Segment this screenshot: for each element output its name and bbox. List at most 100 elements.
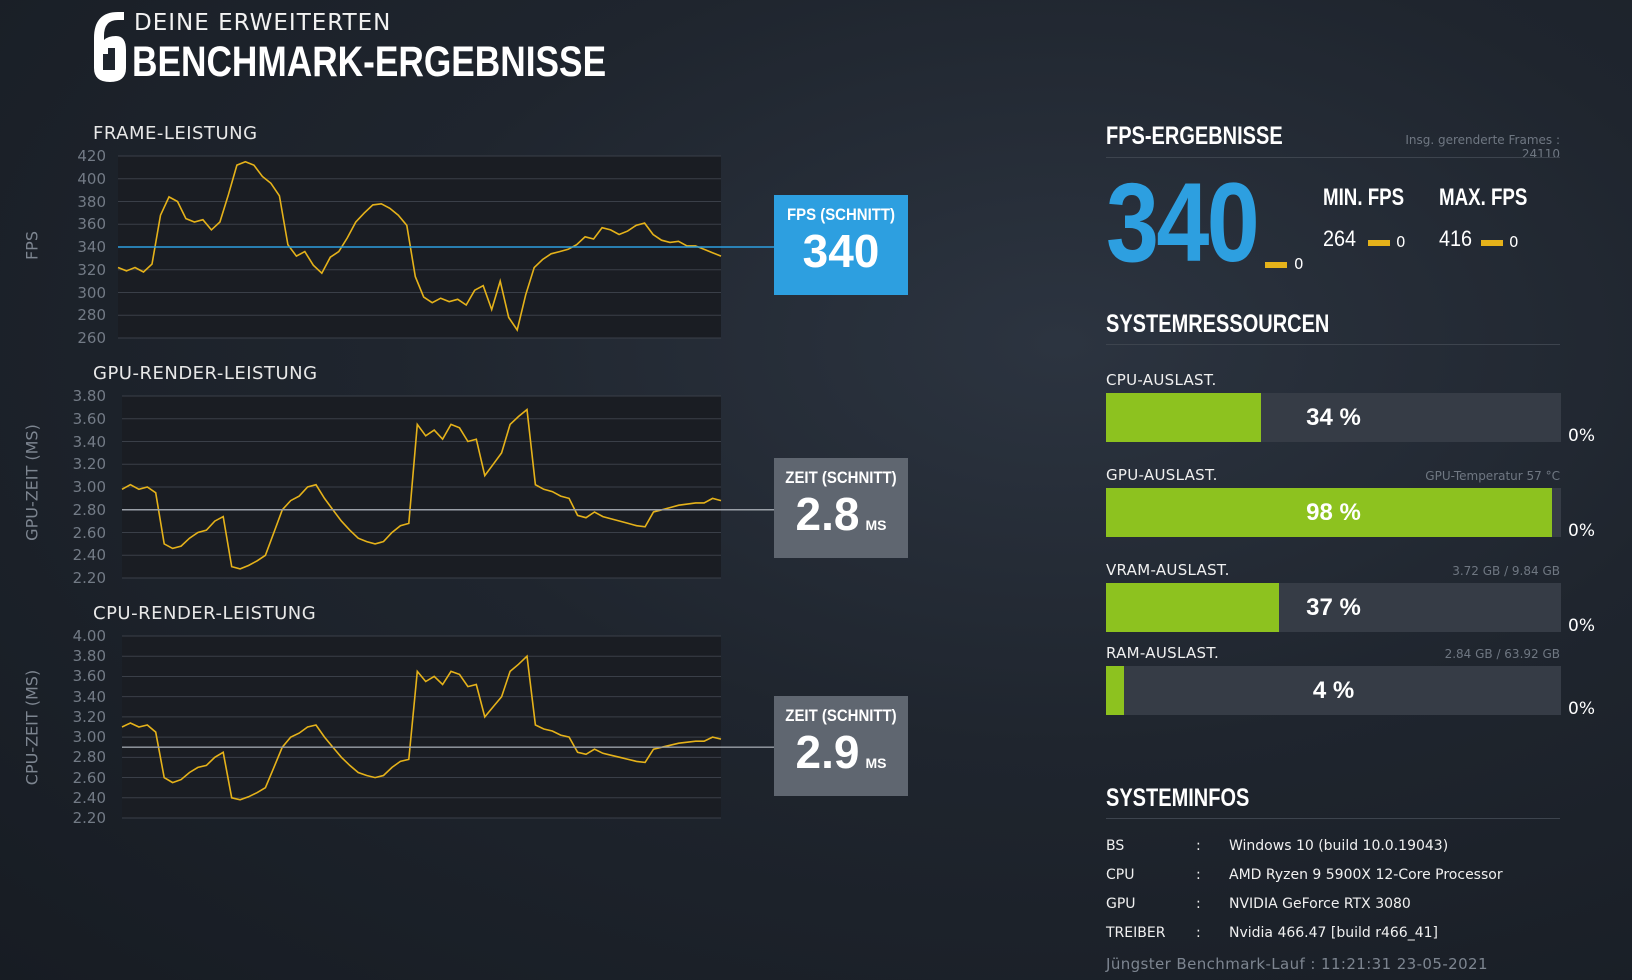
y-tick-label: 3.40	[72, 432, 106, 451]
y-tick-label: 2.40	[72, 788, 106, 807]
sysinfo-driver-key: TREIBER	[1106, 925, 1166, 941]
gpu-load-zero: 0%	[1568, 521, 1595, 541]
y-tick-label: 3.40	[72, 687, 106, 706]
min-fps-label: MIN. FPS	[1323, 184, 1405, 211]
cpu-load-label: CPU-AUSLAST.	[1106, 371, 1217, 389]
gpu-average-box: ZEIT (SCHNITT) 2.8 MS	[774, 458, 908, 558]
y-tick-label: 3.00	[72, 478, 106, 496]
ram-load-fill	[1106, 666, 1125, 715]
system-info-divider	[1106, 818, 1560, 819]
cpu-load-fill	[1106, 393, 1261, 442]
cpu-chart-plot-area	[122, 636, 721, 818]
sysinfo-gpu-value: NVIDIA GeForce RTX 3080	[1229, 896, 1411, 912]
vram-load-percent: 37 %	[1306, 594, 1361, 621]
system-info-title: SYSTEMINFOS	[1106, 784, 1250, 812]
sysinfo-os-key: BS	[1106, 838, 1125, 854]
ram-load-percent: 4 %	[1312, 677, 1355, 704]
ram-load-zero: 0%	[1568, 699, 1595, 719]
min-fps-zero: 0	[1396, 233, 1406, 251]
gpu-load-label: GPU-AUSLAST.	[1106, 466, 1218, 484]
cpu-load-percent: 34 %	[1306, 404, 1361, 431]
y-tick-label: 3.20	[72, 455, 106, 474]
gpu-chart-title: GPU-RENDER-LEISTUNG	[93, 363, 318, 384]
fps-average-box: FPS (SCHNITT) 340	[774, 195, 908, 295]
fps-average-big: 340	[1106, 160, 1260, 285]
y-tick-label: 380	[77, 192, 106, 211]
fps-avg-zero: 0	[1294, 255, 1304, 273]
last-benchmark-run: Jüngster Benchmark-Lauf : 11:21:31 23-05…	[1106, 955, 1488, 973]
series-line	[117, 160, 722, 332]
page-title: BENCHMARK-ERGEBNISSE	[132, 38, 607, 86]
cpu-load-bar: 34 %	[1106, 393, 1561, 442]
gpu-load-fill	[1106, 488, 1552, 537]
ram-usage-note: 2.84 GB / 63.92 GB	[1444, 647, 1560, 661]
min-fps-value: 264	[1323, 226, 1357, 251]
y-tick-label: 2.20	[72, 569, 106, 587]
sysinfo-gpu-sep: :	[1196, 896, 1201, 912]
sysinfo-cpu-sep: :	[1196, 867, 1201, 883]
gpu-load-bar: 98 %	[1106, 488, 1561, 537]
cpu-load-zero: 0%	[1568, 426, 1595, 446]
fps-average-label: FPS (SCHNITT)	[786, 205, 896, 224]
gpu-average-label: ZEIT (SCHNITT)	[785, 468, 897, 487]
sysinfo-os-value: Windows 10 (build 10.0.19043)	[1229, 838, 1449, 854]
gpu-temperature-note: GPU-Temperatur 57 °C	[1425, 469, 1560, 483]
y-tick-label: 320	[77, 260, 106, 279]
y-tick-label: 400	[77, 169, 106, 188]
y-tick-label: 2.80	[72, 500, 106, 519]
y-tick-label: 2.60	[72, 523, 106, 542]
fps-results-divider	[1106, 157, 1560, 158]
rainbow-six-logo	[94, 12, 126, 82]
series-line	[121, 408, 722, 570]
gpu-average-unit: MS	[865, 517, 887, 533]
y-tick-label: 2.20	[72, 809, 106, 827]
vram-load-fill	[1106, 583, 1279, 632]
gpu-load-percent: 98 %	[1306, 499, 1361, 526]
y-tick-label: 360	[77, 215, 106, 234]
sysinfo-gpu-key: GPU	[1106, 896, 1136, 912]
fps-results-title: FPS-ERGEBNISSE	[1106, 122, 1283, 150]
y-tick-label: 3.60	[72, 667, 106, 686]
y-tick-label: 2.40	[72, 546, 106, 565]
cpu-chart-title: CPU-RENDER-LEISTUNG	[93, 603, 317, 624]
cpu-average-value: 2.9 MS	[795, 726, 887, 778]
system-resources-title: SYSTEMRESSOURCEN	[1106, 310, 1330, 338]
vram-load-bar: 37 %	[1106, 583, 1561, 632]
vram-usage-note: 3.72 GB / 9.84 GB	[1452, 564, 1560, 578]
min-fps-marker	[1368, 240, 1390, 246]
y-tick-label: 340	[77, 238, 106, 256]
y-tick-label: 3.00	[72, 728, 106, 747]
y-tick-label: 4.00	[72, 627, 106, 645]
y-tick-label: 280	[77, 306, 106, 325]
y-tick-label: 2.60	[72, 768, 106, 787]
header-subtitle: DEINE ERWEITERTEN	[134, 10, 392, 36]
cpu-average-unit: MS	[865, 755, 887, 771]
vram-load-zero: 0%	[1568, 616, 1595, 636]
cpu-average-box: ZEIT (SCHNITT) 2.9 MS	[774, 696, 908, 796]
system-resources-divider	[1106, 344, 1560, 345]
frame-chart-title: FRAME-LEISTUNG	[93, 123, 258, 144]
fps-average-value: 340	[802, 225, 880, 277]
fps-avg-marker	[1265, 262, 1287, 268]
ram-load-bar: 4 %	[1106, 666, 1561, 715]
y-tick-label: 260	[77, 329, 106, 347]
sysinfo-cpu-key: CPU	[1106, 867, 1135, 883]
gpu-average-value: 2.8 MS	[795, 488, 887, 540]
y-tick-label: 2.80	[72, 748, 106, 767]
cpu-average-label: ZEIT (SCHNITT)	[785, 706, 897, 725]
max-fps-label: MAX. FPS	[1439, 184, 1528, 211]
y-tick-label: 3.20	[72, 707, 106, 726]
y-tick-label: 3.80	[72, 387, 106, 405]
sysinfo-os-sep: :	[1196, 838, 1201, 854]
y-tick-label: 3.80	[72, 647, 106, 666]
max-fps-zero: 0	[1509, 233, 1519, 251]
y-tick-label: 420	[77, 147, 106, 165]
vram-load-label: VRAM-AUSLAST.	[1106, 561, 1230, 579]
y-tick-label: 3.60	[72, 409, 106, 428]
sysinfo-cpu-value: AMD Ryzen 9 5900X 12-Core Processor	[1229, 867, 1503, 883]
sysinfo-driver-sep: :	[1196, 925, 1201, 941]
sysinfo-driver-value: Nvidia 466.47 [build r466_41]	[1229, 925, 1438, 941]
